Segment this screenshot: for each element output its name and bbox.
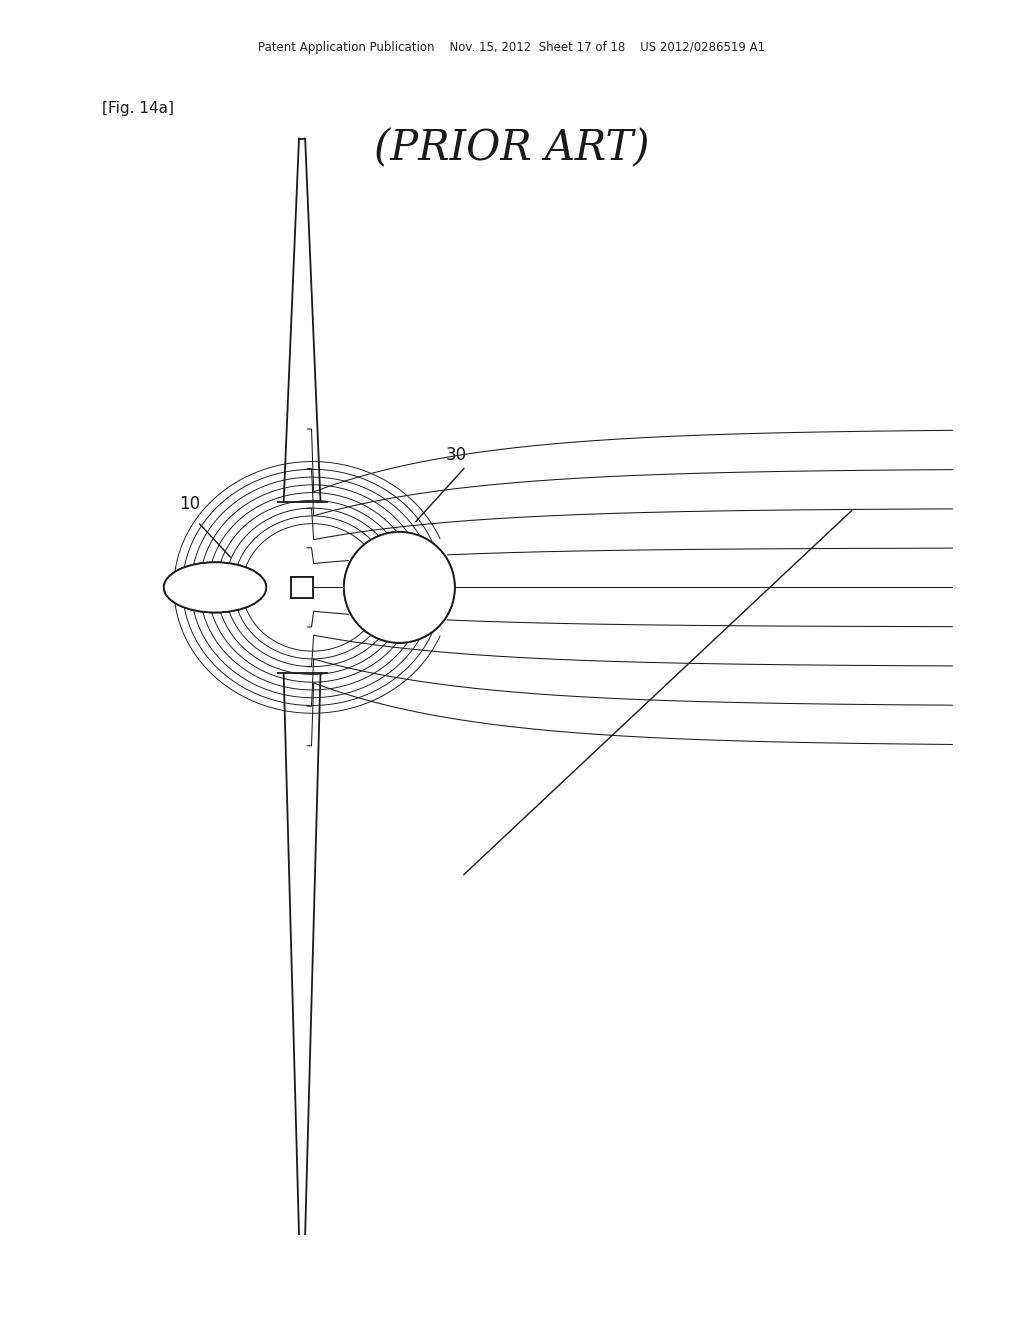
Text: [Fig. 14a]: [Fig. 14a] — [102, 100, 174, 116]
Bar — [291, 577, 313, 598]
Text: Patent Application Publication    Nov. 15, 2012  Sheet 17 of 18    US 2012/02865: Patent Application Publication Nov. 15, … — [258, 41, 766, 54]
Text: 10: 10 — [179, 495, 201, 513]
Text: 30: 30 — [445, 446, 467, 465]
Circle shape — [344, 532, 455, 643]
Ellipse shape — [164, 562, 266, 612]
Circle shape — [344, 532, 455, 643]
Polygon shape — [284, 673, 321, 1234]
Text: (PRIOR ART): (PRIOR ART) — [374, 127, 650, 169]
Polygon shape — [284, 139, 321, 502]
Ellipse shape — [164, 562, 266, 612]
Bar — [291, 577, 313, 598]
